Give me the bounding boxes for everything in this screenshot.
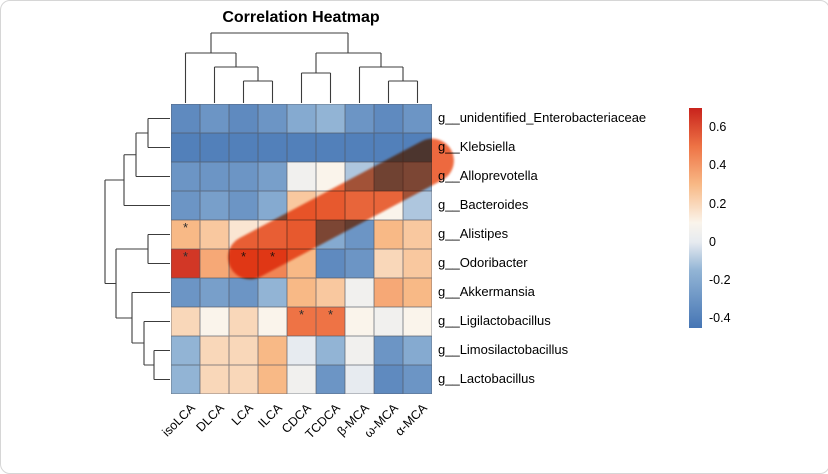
heatmap-cell (345, 336, 374, 365)
heatmap-cell (258, 336, 287, 365)
heatmap-cell (345, 133, 374, 162)
colorbar-legend (689, 108, 702, 328)
heatmap-cell (316, 104, 345, 133)
heatmap-cell (287, 278, 316, 307)
row-dendrogram (104, 117, 170, 381)
heatmap-cell (374, 220, 403, 249)
heatmap-cell (229, 307, 258, 336)
heatmap-cell (374, 365, 403, 394)
heatmap-cell (287, 133, 316, 162)
row-label: g__Ligilactobacillus (438, 313, 551, 328)
heatmap-cell (229, 162, 258, 191)
heatmap-cell (171, 336, 200, 365)
heatmap-cell (287, 104, 316, 133)
row-label: g__Bacteroides (438, 197, 529, 212)
heatmap-cell (258, 133, 287, 162)
row-label: g__Lactobacillus (438, 371, 535, 386)
heatmap-cell (287, 365, 316, 394)
heatmap-cell (345, 365, 374, 394)
heatmap-cell (316, 278, 345, 307)
heatmap-cell (229, 133, 258, 162)
row-label: g__unidentified_Enterobacteriaceae (438, 110, 647, 125)
significance-mark: * (327, 307, 334, 322)
heatmap-cell (258, 365, 287, 394)
heatmap-cell (374, 249, 403, 278)
heatmap-cell (316, 249, 345, 278)
heatmap-cell (171, 191, 200, 220)
heatmap-cell (345, 307, 374, 336)
heatmap-cell (374, 336, 403, 365)
heatmap-cell (403, 365, 432, 394)
row-label: g__Limosilactobacillus (438, 342, 569, 357)
row-label: g__Odoribacter (438, 255, 528, 270)
heatmap-cell (171, 307, 200, 336)
row-label: g__Alloprevotella (438, 168, 538, 183)
heatmap-cell (403, 249, 432, 278)
significance-mark: * (182, 220, 189, 235)
heatmap-cell (345, 249, 374, 278)
heatmap-cell: * (316, 307, 345, 336)
heatmap-cell: * (171, 249, 200, 278)
row-label: g__Alistipes (438, 226, 509, 241)
legend-tick-label: 0.2 (709, 196, 727, 211)
heatmap-cell (403, 307, 432, 336)
heatmap-cell (229, 278, 258, 307)
heatmap-cell: * (171, 220, 200, 249)
heatmap-cell (229, 336, 258, 365)
heatmap-cell (229, 365, 258, 394)
heatmap-cell (200, 278, 229, 307)
heatmap-cell (316, 133, 345, 162)
row-label: g__Klebsiella (438, 139, 516, 154)
heatmap-cell (171, 278, 200, 307)
heatmap-cell (345, 278, 374, 307)
heatmap-cell (229, 191, 258, 220)
legend-tick-label: 0 (709, 234, 716, 249)
heatmap-cell (171, 365, 200, 394)
heatmap-cell (171, 104, 200, 133)
heatmap-cell (403, 278, 432, 307)
heatmap-cell (200, 336, 229, 365)
heatmap-cell (200, 104, 229, 133)
significance-mark: * (182, 249, 189, 264)
heatmap-cell (258, 307, 287, 336)
heatmap-cell (200, 365, 229, 394)
heatmap-cell (171, 162, 200, 191)
heatmap-cell (200, 133, 229, 162)
plot-title: Correlation Heatmap (222, 9, 380, 26)
legend-tick-label: -0.4 (709, 311, 731, 326)
heatmap-cell (200, 307, 229, 336)
heatmap-cell (374, 278, 403, 307)
heatmap-cell: * (287, 307, 316, 336)
legend-tick-label: -0.2 (709, 273, 731, 288)
heatmap-cell (258, 104, 287, 133)
heatmap-cell (200, 191, 229, 220)
heatmap-cell (287, 162, 316, 191)
significance-mark: * (298, 307, 305, 322)
heatmap-cell (316, 365, 345, 394)
row-label: g__Akkermansia (438, 284, 535, 299)
heatmap-cell (403, 220, 432, 249)
heatmap-cell (316, 336, 345, 365)
heatmap-cell (229, 104, 258, 133)
heatmap-cell (258, 278, 287, 307)
legend-tick-label: 0.4 (709, 158, 727, 173)
heatmap-cell (200, 249, 229, 278)
heatmap-cell (171, 133, 200, 162)
heatmap-cell (200, 162, 229, 191)
heatmap-cell (287, 336, 316, 365)
column-dendrogram (184, 32, 419, 103)
heatmap-cell (258, 162, 287, 191)
heatmap-cell (200, 220, 229, 249)
heatmap-cell (403, 104, 432, 133)
heatmap-cell (374, 104, 403, 133)
heatmap-cell (345, 104, 374, 133)
heatmap-cell (403, 336, 432, 365)
heatmap-cell (374, 307, 403, 336)
legend-tick-label: 0.6 (709, 120, 727, 135)
